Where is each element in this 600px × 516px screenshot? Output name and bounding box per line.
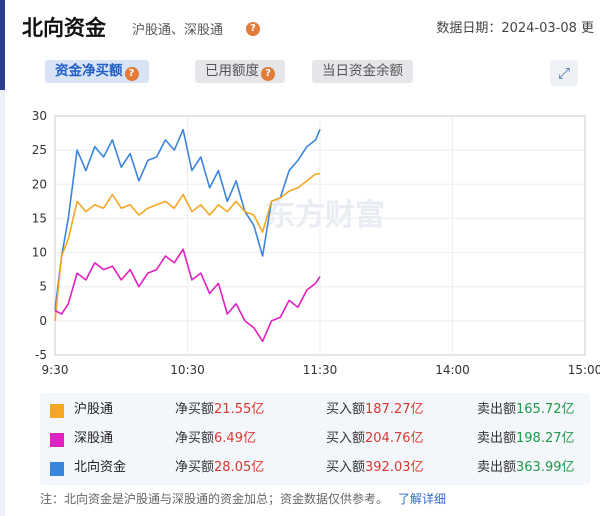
net-label: 净买额 — [175, 460, 215, 475]
x-tick-label: 14:00 — [435, 363, 470, 377]
tab-used-quota[interactable]: 已用额度? — [195, 60, 285, 83]
net-label: 净买额 — [175, 402, 215, 417]
sell-value: 363.99亿 — [516, 460, 575, 475]
net-value: 6.49亿 — [214, 431, 256, 446]
net-buy-chart: 东方财富 30 25 20 15 10 5 0 -59:30 10:30 11:30 14:00 15:… — [32, 109, 600, 377]
buy-label: 买入额 — [326, 431, 366, 446]
x-tick-label: 15:00 — [568, 363, 600, 377]
y-tick-label: -5 — [35, 348, 47, 362]
net-value: 21.55亿 — [214, 402, 265, 417]
x-tick-label: 10:30 — [170, 363, 205, 377]
legend-row-north: 北向资金 净买额28.05亿 买入额392.03亿 卖出额363.99亿 — [40, 454, 590, 482]
legend-name: 深股通 — [74, 431, 114, 446]
card-header: 北向资金 沪股通、深股通 ? 数据日期：2024-03-08 更 — [22, 10, 600, 46]
buy-value: 187.27亿 — [365, 402, 424, 417]
sell-label: 卖出额 — [477, 402, 517, 417]
sell-label: 卖出额 — [477, 460, 517, 475]
help-icon[interactable]: ? — [261, 67, 275, 81]
y-tick-label: 10 — [32, 246, 47, 260]
footnote: 注：北向资金是沪股通与深股通的资金加总；资金数据仅供参考。 了解详细 — [40, 490, 446, 507]
series-line-hgt — [54, 172, 321, 321]
buy-value: 204.76亿 — [365, 431, 424, 446]
buy-label: 买入额 — [326, 402, 366, 417]
data-date: 数据日期：2024-03-08 更 — [436, 21, 594, 36]
swatch-north — [50, 462, 64, 476]
card-subtitle: 沪股通、深股通 — [132, 23, 224, 38]
learn-more-link[interactable]: 了解详细 — [398, 492, 447, 506]
net-label: 净买额 — [175, 431, 215, 446]
legend-name: 北向资金 — [74, 460, 127, 475]
y-tick-label: 15 — [32, 211, 47, 225]
expand-icon[interactable]: ⤢ — [550, 60, 578, 86]
y-tick-label: 25 — [32, 143, 47, 157]
card-title: 北向资金 — [22, 16, 106, 40]
y-tick-label: 5 — [39, 280, 47, 294]
left-accent-strip — [0, 0, 5, 90]
buy-label: 买入额 — [326, 460, 366, 475]
swatch-hgt — [50, 404, 64, 418]
legend-row-hgt: 沪股通 净买额21.55亿 买入额187.27亿 卖出额165.72亿 — [40, 396, 590, 424]
tab-daily-balance[interactable]: 当日资金余额 — [312, 60, 413, 83]
footnote-text: 注：北向资金是沪股通与深股通的资金加总；资金数据仅供参考。 — [40, 492, 389, 506]
sell-value: 165.72亿 — [516, 402, 575, 417]
tab-label: 已用额度 — [205, 63, 259, 79]
swatch-sgt — [50, 433, 64, 447]
northbound-card: 北向资金 沪股通、深股通 ? 数据日期：2024-03-08 更 资金净买额? … — [5, 0, 600, 516]
x-tick-label: 11:30 — [303, 363, 338, 377]
y-tick-label: 0 — [39, 314, 47, 328]
y-tick-label: 30 — [32, 109, 47, 123]
series-line-sgt — [54, 248, 321, 343]
net-value: 28.05亿 — [214, 460, 265, 475]
legend-name: 沪股通 — [74, 402, 114, 417]
tab-net-buy[interactable]: 资金净买额? — [45, 60, 149, 83]
help-icon[interactable]: ? — [246, 22, 260, 36]
sell-label: 卖出额 — [477, 431, 517, 446]
help-icon[interactable]: ? — [124, 67, 139, 81]
sell-value: 198.27亿 — [516, 431, 575, 446]
tab-label: 资金净买额 — [55, 63, 123, 79]
watermark-text: 东方财富 — [265, 198, 385, 233]
legend-row-sgt: 深股通 净买额6.49亿 买入额204.76亿 卖出额198.27亿 — [40, 425, 590, 453]
y-tick-label: 20 — [32, 177, 47, 191]
tab-label: 当日资金余额 — [322, 63, 403, 79]
x-tick-label: 9:30 — [42, 363, 69, 377]
buy-value: 392.03亿 — [365, 460, 424, 475]
legend-table: 沪股通 净买额21.55亿 买入额187.27亿 卖出额165.72亿 深股通 … — [40, 393, 590, 485]
